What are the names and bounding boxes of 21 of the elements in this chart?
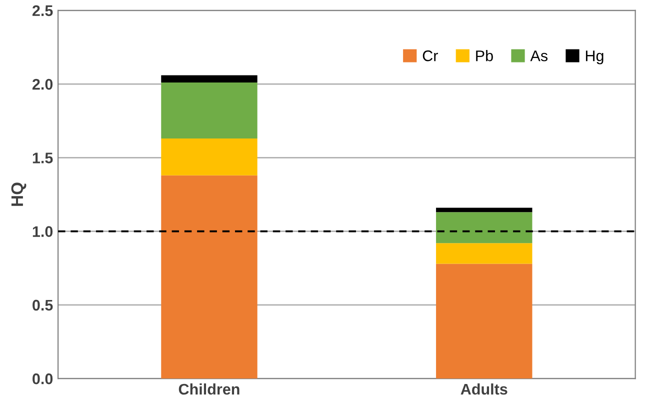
legend-label: As [530, 50, 548, 62]
legend-label: Hg [586, 50, 604, 64]
y-tick-label: 1.5 [32, 152, 53, 164]
y-tick-label: 0.0 [32, 373, 53, 384]
x-tick-label: Children [178, 383, 240, 395]
legend-label: Cr [422, 50, 438, 62]
bar [161, 75, 258, 83]
x-tick-label: Adults [460, 383, 508, 395]
y-axis-title: HQ [11, 182, 26, 206]
bar [436, 212, 532, 244]
bar [161, 138, 258, 176]
bar [161, 82, 258, 139]
bar [436, 208, 532, 212]
y-tick-label: 1.0 [32, 226, 53, 237]
y-tick-label: 0.5 [32, 300, 53, 311]
y-tick-label: 2.5 [32, 5, 53, 16]
bar [436, 243, 532, 264]
bar [436, 264, 532, 379]
y-tick-label: 2.0 [32, 78, 53, 90]
bar [161, 175, 258, 379]
legend-label: Pb [476, 50, 493, 62]
